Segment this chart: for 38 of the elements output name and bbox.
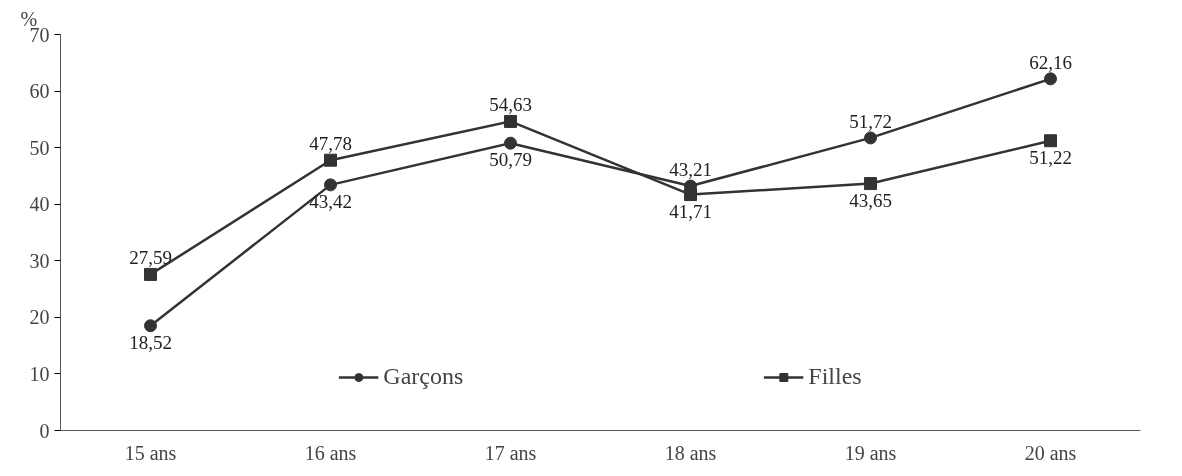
point [144, 319, 157, 333]
point [504, 136, 517, 150]
data-label: 18,52 [129, 331, 172, 353]
x-tick-label: 20 ans [1024, 441, 1077, 464]
y-tick-label: 0 [39, 419, 50, 442]
data-label: 50,79 [489, 149, 532, 171]
legend-label: Filles [808, 363, 862, 390]
point [324, 153, 337, 167]
legend-label: Garçons [383, 363, 464, 390]
point [864, 131, 877, 145]
y-tick-label: 60 [29, 80, 50, 103]
y-tick-label: 40 [29, 193, 50, 216]
data-label: 43,21 [669, 159, 712, 181]
x-tick-label: 19 ans [844, 441, 897, 464]
y-tick-label: 30 [29, 249, 50, 272]
x-tick-label: 15 ans [124, 441, 177, 464]
y-tick-label: 10 [29, 362, 50, 385]
point [1044, 72, 1057, 86]
x-tick-label: 17 ans [484, 441, 537, 464]
point [864, 177, 877, 191]
data-label: 51,72 [849, 110, 892, 132]
point [1044, 134, 1057, 148]
x-tick-label: 18 ans [664, 441, 717, 464]
point [324, 178, 337, 192]
point [684, 188, 697, 202]
point [144, 267, 157, 281]
data-label: 51,22 [1029, 146, 1072, 168]
x-tick-label: 16 ans [304, 441, 357, 464]
data-label: 43,65 [849, 189, 892, 211]
point [504, 114, 517, 128]
data-label: 41,71 [669, 200, 712, 222]
data-label: 47,78 [309, 133, 352, 155]
data-label: 43,42 [309, 190, 352, 212]
y-tick-label: 20 [29, 306, 50, 329]
data-label: 54,63 [489, 94, 532, 116]
data-label: 62,16 [1029, 51, 1072, 73]
y-tick-label: 50 [29, 136, 50, 159]
data-label: 27,59 [129, 247, 172, 269]
